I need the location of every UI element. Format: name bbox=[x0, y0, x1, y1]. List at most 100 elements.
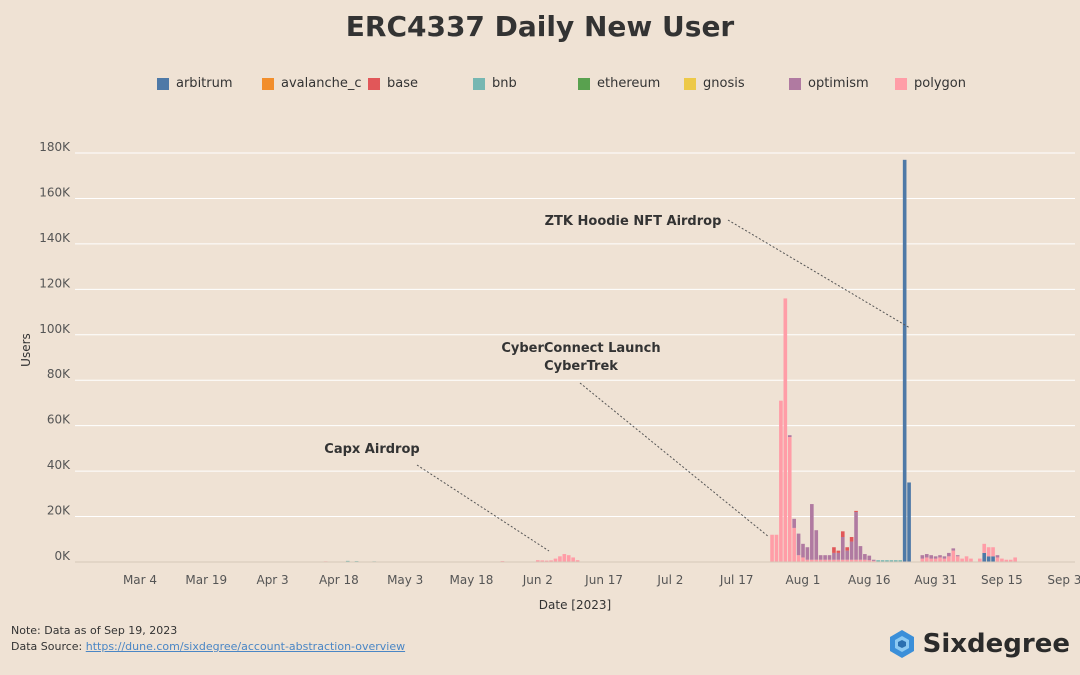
footer-source-link[interactable]: https://dune.com/sixdegree/account-abstr… bbox=[85, 640, 406, 653]
bar-segment-optimism[interactable] bbox=[995, 555, 1000, 558]
bar-segment-base[interactable] bbox=[836, 550, 841, 553]
bar-segment-arbitrum[interactable] bbox=[902, 159, 907, 563]
bar-segment-polygon[interactable] bbox=[982, 543, 987, 553]
bar-segment-polygon[interactable] bbox=[863, 559, 867, 562]
bar-segment-bnb[interactable] bbox=[885, 560, 889, 562]
bar-segment-polygon[interactable] bbox=[814, 559, 819, 562]
bar-segment-polygon[interactable] bbox=[836, 559, 841, 562]
bar-segment-polygon[interactable] bbox=[840, 559, 845, 562]
bar-segment-polygon[interactable] bbox=[540, 560, 545, 562]
bar-segment-optimism[interactable] bbox=[814, 530, 819, 560]
bar-segment-bnb[interactable] bbox=[889, 560, 894, 562]
bar-segment-polygon[interactable] bbox=[818, 559, 823, 562]
bar-segment-polygon[interactable] bbox=[977, 558, 982, 562]
bar-segment-polygon[interactable] bbox=[558, 556, 562, 562]
bar-segment-polygon[interactable] bbox=[549, 560, 553, 562]
bar-segment-polygon[interactable] bbox=[566, 555, 571, 562]
legend-item-avalanche[interactable]: avalanche_c bbox=[262, 76, 361, 91]
bar-segment-optimism[interactable] bbox=[849, 541, 854, 560]
bar-segment-optimism[interactable] bbox=[867, 555, 872, 561]
bar-segment-polygon[interactable] bbox=[955, 556, 960, 562]
bar-segment-bnb[interactable] bbox=[894, 560, 898, 562]
bar-segment-polygon[interactable] bbox=[805, 559, 810, 562]
bar-segment-optimism[interactable] bbox=[947, 552, 951, 557]
bar-segment-polygon[interactable] bbox=[933, 558, 938, 562]
bar-segment-polygon[interactable] bbox=[969, 558, 973, 562]
bar-segment-polygon[interactable] bbox=[801, 557, 805, 562]
bar-segment-polygon[interactable] bbox=[575, 560, 580, 562]
bar-segment-optimism[interactable] bbox=[801, 543, 805, 558]
bar-segment-optimism[interactable] bbox=[863, 554, 867, 560]
bar-segment-polygon[interactable] bbox=[774, 534, 779, 562]
bar-segment-optimism[interactable] bbox=[787, 435, 792, 438]
bar-segment-arbitrum[interactable] bbox=[991, 556, 995, 562]
bar-segment-optimism[interactable] bbox=[827, 555, 832, 560]
bar-segment-optimism[interactable] bbox=[858, 546, 863, 560]
bar-segment-polygon[interactable] bbox=[792, 527, 796, 562]
bar-segment-polygon[interactable] bbox=[951, 550, 956, 562]
bar-segment-polygon[interactable] bbox=[845, 559, 850, 562]
bar-segment-polygon[interactable] bbox=[995, 557, 1000, 562]
bar-segment-optimism[interactable] bbox=[871, 559, 876, 561]
bar-segment-base[interactable] bbox=[849, 537, 854, 542]
bar-segment-polygon[interactable] bbox=[947, 556, 951, 562]
legend-item-ethereum[interactable]: ethereum bbox=[578, 76, 660, 91]
bar-segment-polygon[interactable] bbox=[535, 560, 540, 562]
bar-segment-optimism[interactable] bbox=[929, 555, 933, 559]
bar-segment-polygon[interactable] bbox=[787, 437, 792, 562]
bar-segment-optimism[interactable] bbox=[920, 555, 925, 559]
bar-segment-polygon[interactable] bbox=[827, 559, 832, 562]
bar-segment-polygon[interactable] bbox=[929, 558, 933, 562]
legend-item-optimism[interactable]: optimism bbox=[789, 76, 869, 91]
bar-segment-polygon[interactable] bbox=[938, 557, 942, 562]
bar-segment-polygon[interactable] bbox=[1008, 559, 1013, 562]
bar-segment-polygon[interactable] bbox=[858, 559, 863, 562]
bar-segment-base[interactable] bbox=[845, 547, 850, 551]
bar-segment-polygon[interactable] bbox=[1013, 557, 1017, 562]
bar-segment-optimism[interactable] bbox=[938, 555, 942, 558]
bar-segment-optimism[interactable] bbox=[933, 556, 938, 559]
bar-segment-polygon[interactable] bbox=[779, 400, 783, 562]
bar-segment-optimism[interactable] bbox=[810, 504, 814, 560]
bar-segment-polygon[interactable] bbox=[783, 298, 788, 562]
bar-segment-polygon[interactable] bbox=[544, 560, 549, 562]
bar-segment-optimism[interactable] bbox=[836, 552, 841, 560]
bar-segment-polygon[interactable] bbox=[571, 557, 575, 562]
bar-segment-polygon[interactable] bbox=[867, 560, 872, 562]
bar-segment-polygon[interactable] bbox=[823, 559, 827, 562]
bar-segment-polygon[interactable] bbox=[1000, 558, 1004, 562]
bar-segment-optimism[interactable] bbox=[942, 556, 947, 559]
bar-segment-bnb[interactable] bbox=[898, 560, 903, 562]
bar-segment-base[interactable] bbox=[854, 510, 858, 513]
bar-segment-polygon[interactable] bbox=[986, 547, 991, 557]
bar-segment-polygon[interactable] bbox=[960, 558, 964, 562]
legend-item-bnb[interactable]: bnb bbox=[473, 76, 517, 91]
bar-segment-polygon[interactable] bbox=[854, 559, 858, 562]
bar-segment-polygon[interactable] bbox=[832, 559, 836, 562]
bar-segment-optimism[interactable] bbox=[796, 533, 801, 556]
bar-segment-polygon[interactable] bbox=[562, 554, 567, 562]
bar-segment-base[interactable] bbox=[832, 547, 836, 553]
bar-segment-polygon[interactable] bbox=[991, 547, 995, 557]
bar-segment-polygon[interactable] bbox=[942, 558, 947, 562]
bar-segment-optimism[interactable] bbox=[854, 512, 858, 560]
bar-segment-optimism[interactable] bbox=[805, 547, 810, 560]
bar-segment-polygon[interactable] bbox=[964, 556, 969, 562]
bar-segment-optimism[interactable] bbox=[823, 555, 827, 560]
bar-segment-arbitrum[interactable] bbox=[982, 552, 987, 562]
bar-segment-polygon[interactable] bbox=[553, 558, 558, 562]
bar-segment-optimism[interactable] bbox=[924, 554, 929, 558]
bar-segment-optimism[interactable] bbox=[832, 552, 836, 560]
bar-segment-polygon[interactable] bbox=[920, 558, 925, 562]
bar-segment-polygon[interactable] bbox=[770, 534, 774, 562]
bar-segment-optimism[interactable] bbox=[955, 555, 960, 557]
bar-segment-bnb[interactable] bbox=[880, 560, 885, 562]
bar-segment-arbitrum[interactable] bbox=[907, 482, 911, 562]
bar-segment-polygon[interactable] bbox=[796, 555, 801, 562]
legend-item-polygon[interactable]: polygon bbox=[895, 76, 966, 91]
legend-item-base[interactable]: base bbox=[368, 76, 418, 91]
bar-segment-bnb[interactable] bbox=[345, 560, 350, 562]
bar-segment-optimism[interactable] bbox=[951, 548, 956, 551]
bar-segment-arbitrum[interactable] bbox=[986, 556, 991, 562]
bar-segment-optimism[interactable] bbox=[818, 555, 823, 560]
